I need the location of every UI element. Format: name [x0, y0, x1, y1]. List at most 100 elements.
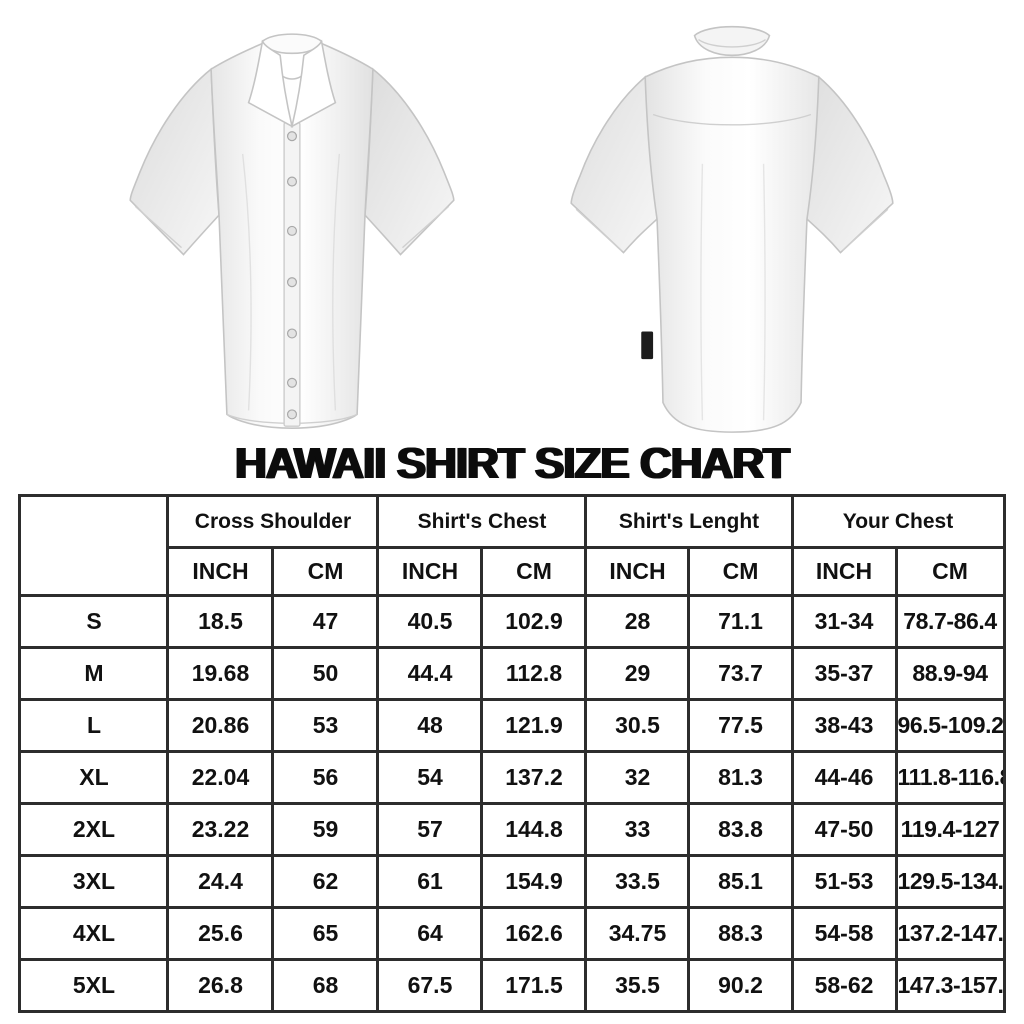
value-cell: 58-62	[790, 958, 898, 1013]
value-cell: 73.7	[687, 646, 794, 701]
unit-header-row: INCH CM INCH CM INCH CM INCH CM	[20, 546, 1006, 597]
value-cell: 18.5	[166, 594, 275, 649]
value-cell: 54-58	[790, 906, 898, 961]
value-cell: 22.04	[166, 750, 275, 805]
value-cell: 50	[271, 646, 380, 701]
unit-header-inch: INCH	[166, 546, 275, 597]
value-cell: 20.86	[166, 698, 275, 753]
value-cell: 47-50	[790, 802, 898, 857]
value-cell: 34.75	[584, 906, 691, 961]
value-cell: 147.3-157.5	[894, 958, 1006, 1013]
value-cell: 30.5	[584, 698, 691, 753]
value-cell: 44.4	[376, 646, 484, 701]
value-cell: 25.6	[166, 906, 275, 961]
unit-header-inch: INCH	[376, 546, 484, 597]
value-cell: 26.8	[166, 958, 275, 1013]
value-cell: 129.5-134.6	[894, 854, 1006, 909]
value-cell: 31-34	[790, 594, 898, 649]
value-cell: 35-37	[790, 646, 898, 701]
value-cell: 88.9-94	[894, 646, 1006, 701]
table-row-3xl: 3XL 24.4 62 61 154.9 33.5 85.1 51-53 129…	[18, 854, 1006, 909]
table-row-l: L 20.86 53 48 121.9 30.5 77.5 38-43 96.5…	[18, 698, 1006, 753]
value-cell: 102.9	[480, 594, 588, 649]
value-cell: 28	[584, 594, 691, 649]
value-cell: 81.3	[687, 750, 794, 805]
value-cell: 112.8	[480, 646, 588, 701]
value-cell: 85.1	[687, 854, 794, 909]
table-row-xl: XL 22.04 56 54 137.2 32 81.3 44-46 111.8…	[18, 750, 1006, 805]
value-cell: 83.8	[687, 802, 794, 857]
value-cell: 59	[271, 802, 380, 857]
size-label: XL	[18, 750, 170, 805]
unit-header-cm: CM	[894, 546, 1006, 597]
value-cell: 47	[271, 594, 380, 649]
unit-header-inch: INCH	[584, 546, 691, 597]
value-cell: 35.5	[584, 958, 691, 1013]
value-cell: 162.6	[480, 906, 588, 961]
value-cell: 62	[271, 854, 380, 909]
value-cell: 44-46	[790, 750, 898, 805]
value-cell: 29	[584, 646, 691, 701]
table-row-m: M 19.68 50 44.4 112.8 29 73.7 35-37 88.9…	[18, 646, 1006, 701]
size-label: 2XL	[18, 802, 170, 857]
value-cell: 40.5	[376, 594, 484, 649]
group-header-shirts-chest: Shirt's Chest	[376, 494, 588, 549]
unit-header-cm: CM	[271, 546, 380, 597]
group-header-cross-shoulder: Cross Shoulder	[166, 494, 380, 549]
table-row-2xl: 2XL 23.22 59 57 144.8 33 83.8 47-50 119.…	[18, 802, 1006, 857]
value-cell: 78.7-86.4	[894, 594, 1006, 649]
value-cell: 137.2	[480, 750, 588, 805]
size-column-corner-cell	[18, 494, 170, 597]
value-cell: 24.4	[166, 854, 275, 909]
group-header-your-chest: Your Chest	[790, 494, 1006, 549]
value-cell: 23.22	[166, 802, 275, 857]
side-tag	[641, 331, 654, 360]
page-title: HAWAII SHIRT SIZE CHART	[235, 439, 790, 488]
size-label: 3XL	[18, 854, 170, 909]
value-cell: 57	[376, 802, 484, 857]
value-cell: 67.5	[376, 958, 484, 1013]
group-header-row: Cross Shoulder Shirt's Chest Shirt's Len…	[18, 494, 1006, 597]
value-cell: 19.68	[166, 646, 275, 701]
value-cell: 33	[584, 802, 691, 857]
value-cell: 77.5	[687, 698, 794, 753]
shirt-front-image	[129, 33, 455, 429]
size-label: L	[18, 698, 170, 753]
shirt-images-row	[0, 0, 1024, 440]
value-cell: 88.3	[687, 906, 794, 961]
value-cell: 33.5	[584, 854, 691, 909]
table-row-s: S 18.5 47 40.5 102.9 28 71.1 31-34 78.7-…	[18, 594, 1006, 649]
group-header-shirts-length: Shirt's Lenght	[584, 494, 794, 549]
value-cell: 68	[271, 958, 380, 1013]
size-label: S	[18, 594, 170, 649]
shirt-back-image	[570, 25, 894, 433]
value-cell: 61	[376, 854, 484, 909]
value-cell: 48	[376, 698, 484, 753]
value-cell: 64	[376, 906, 484, 961]
size-chart-table: Cross Shoulder Shirt's Chest Shirt's Len…	[18, 494, 1006, 1013]
size-label: 5XL	[18, 958, 170, 1013]
value-cell: 51-53	[790, 854, 898, 909]
value-cell: 65	[271, 906, 380, 961]
unit-header-cm: CM	[687, 546, 794, 597]
value-cell: 96.5-109.2	[894, 698, 1006, 753]
value-cell: 137.2-147.3	[894, 906, 1006, 961]
value-cell: 171.5	[480, 958, 588, 1013]
value-cell: 71.1	[687, 594, 794, 649]
size-label: 4XL	[18, 906, 170, 961]
value-cell: 54	[376, 750, 484, 805]
value-cell: 90.2	[687, 958, 794, 1013]
unit-header-cm: CM	[480, 546, 588, 597]
unit-header-inch: INCH	[790, 546, 898, 597]
value-cell: 56	[271, 750, 380, 805]
value-cell: 111.8-116.8	[894, 750, 1006, 805]
value-cell: 144.8	[480, 802, 588, 857]
table-row-4xl: 4XL 25.6 65 64 162.6 34.75 88.3 54-58 13…	[18, 906, 1006, 961]
value-cell: 53	[271, 698, 380, 753]
value-cell: 154.9	[480, 854, 588, 909]
value-cell: 32	[584, 750, 691, 805]
value-cell: 121.9	[480, 698, 588, 753]
value-cell: 38-43	[790, 698, 898, 753]
table-row-5xl: 5XL 26.8 68 67.5 171.5 35.5 90.2 58-62 1…	[18, 958, 1006, 1013]
